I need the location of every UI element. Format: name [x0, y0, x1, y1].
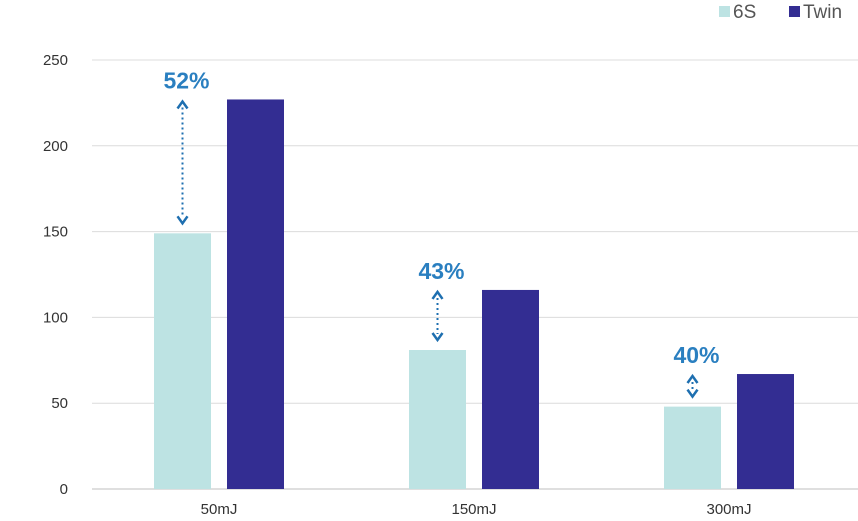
legend-swatch-6s	[719, 6, 730, 17]
arrow-head-up	[431, 289, 444, 300]
y-tick-label: 250	[43, 52, 68, 69]
arrow-head-down	[176, 215, 189, 226]
x-tick-label: 150mJ	[451, 501, 496, 518]
arrow-head-down	[686, 388, 699, 399]
legend-swatch-twin	[789, 6, 800, 17]
difference-label: 43%	[418, 258, 464, 284]
difference-annotations: 52% 43% 40%	[163, 67, 720, 399]
bar-twin	[482, 289, 539, 489]
y-tick-label: 0	[60, 481, 68, 498]
arrow-head-up	[686, 373, 699, 384]
bar-twin	[737, 374, 794, 489]
arrow-head-down	[431, 332, 444, 343]
x-tick-label: 50mJ	[201, 501, 238, 518]
x-axis-ticks: 50mJ 150mJ 300mJ	[201, 501, 752, 518]
bar-6s	[664, 406, 721, 489]
legend: 6S Twin	[719, 2, 842, 23]
difference-label: 52%	[163, 67, 209, 93]
legend-label-6s: 6S	[733, 2, 756, 23]
bar-6s	[409, 350, 466, 489]
legend-label-twin: Twin	[803, 2, 842, 23]
arrow-head-up	[176, 99, 189, 110]
gridlines	[92, 59, 858, 490]
y-tick-label: 150	[43, 224, 68, 241]
difference-label: 40%	[673, 342, 719, 368]
x-tick-label: 300mJ	[706, 501, 751, 518]
bar-6s	[154, 233, 211, 489]
y-tick-label: 100	[43, 309, 68, 326]
y-tick-label: 200	[43, 138, 68, 155]
y-axis-ticks: 0 50 100 150 200 250	[43, 52, 68, 498]
bar-twin	[227, 99, 284, 489]
y-tick-label: 50	[51, 395, 68, 412]
bars	[154, 99, 794, 489]
